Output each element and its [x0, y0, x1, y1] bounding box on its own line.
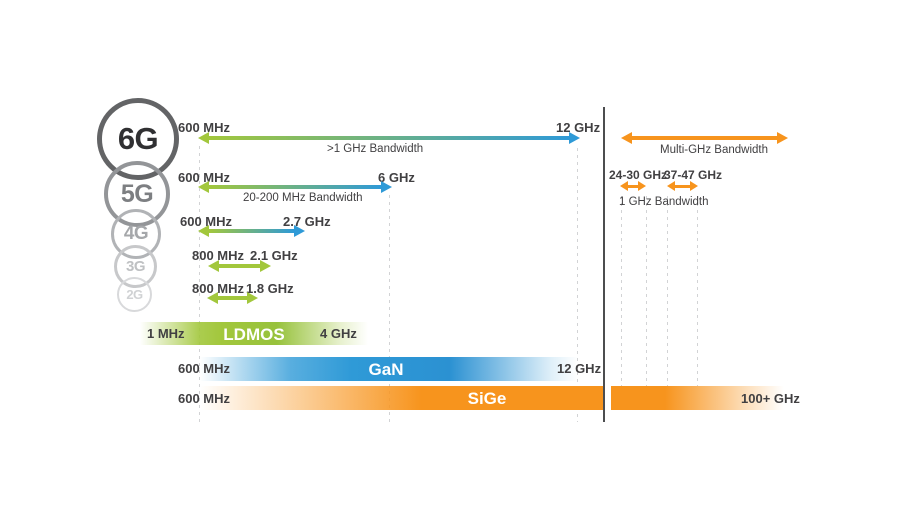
multi-ghz-bandwidth-arrow [621, 132, 788, 144]
circle-5g-label: 5G [120, 179, 154, 208]
gridline-37ghz [667, 196, 668, 386]
ldmos-bar [140, 322, 368, 345]
6g-range-arrow [198, 132, 580, 144]
gan-bar-label: GaN [368, 360, 404, 379]
5g-start-label: 600 MHz [178, 170, 231, 185]
4g-range-arrow [198, 225, 305, 237]
sige-bar-sub-mmwave [200, 386, 603, 410]
gridline-47ghz [697, 196, 698, 386]
circle-3g-label: 3G [125, 258, 146, 275]
arrow-shaft [218, 296, 247, 300]
sige-bar-label: SiGe [467, 389, 507, 408]
6g-start-label: 600 MHz [178, 120, 231, 135]
circle-2g: 2G [117, 277, 152, 312]
4g-start-label: 600 MHz [180, 214, 233, 229]
band-24-30-label: 24-30 GHz [609, 168, 668, 182]
one-ghz-bandwidth-caption: 1 GHz Bandwidth [619, 196, 709, 208]
ldmos-bar-label: LDMOS [223, 325, 285, 344]
2g-start-label: 800 MHz [192, 281, 245, 296]
arrow-left-head-icon [208, 260, 219, 272]
arrow-left-head-icon [207, 292, 218, 304]
sige-end-label: 100+ GHz [741, 391, 800, 406]
circle-4g-label: 4G [123, 223, 149, 244]
gridline-12ghz [577, 148, 578, 422]
arrow-right-head-icon [638, 181, 646, 191]
arrow-left-head-icon [667, 181, 675, 191]
multi-ghz-bandwidth-caption: Multi-GHz Bandwidth [660, 144, 769, 156]
arrow-shaft [632, 136, 777, 140]
ldmos-end-label: 4 GHz [320, 326, 357, 341]
arrow-shaft [209, 185, 381, 189]
2g-range-arrow [207, 292, 258, 304]
gan-bar [200, 357, 578, 381]
3g-start-label: 800 MHz [192, 248, 245, 263]
3g-range-arrow [208, 260, 271, 272]
arrow-shaft [219, 264, 260, 268]
gan-end-label: 12 GHz [557, 361, 602, 376]
arrow-left-head-icon [198, 181, 209, 193]
arrow-right-head-icon [690, 181, 698, 191]
ldmos-start-label: 1 MHz [147, 326, 185, 341]
mmwave-divider-line [603, 107, 605, 422]
band-37-47-label: 37-47 GHz [664, 168, 723, 182]
arrow-right-head-icon [381, 181, 392, 193]
6g-bandwidth-caption: >1 GHz Bandwidth [327, 143, 424, 155]
3g-end-label: 2.1 GHz [250, 248, 298, 263]
arrow-right-head-icon [247, 292, 258, 304]
gridline-6ghz [389, 195, 390, 422]
6g-end-label: 12 GHz [556, 120, 601, 135]
sige-start-label: 600 MHz [178, 391, 231, 406]
5g-bandwidth-caption: 20-200 MHz Bandwidth [243, 192, 363, 204]
arrow-left-head-icon [621, 132, 632, 144]
arrow-left-head-icon [620, 181, 628, 191]
sige-bar-mmwave [611, 386, 791, 410]
5g-range-arrow [198, 181, 392, 193]
band-37-47-arrow [667, 181, 698, 191]
arrow-shaft [209, 136, 569, 140]
arrow-shaft [675, 184, 690, 188]
band-24-30-arrow [620, 181, 646, 191]
gan-start-label: 600 MHz [178, 361, 231, 376]
arrow-right-head-icon [294, 225, 305, 237]
arrow-right-head-icon [569, 132, 580, 144]
gridline-30ghz [646, 196, 647, 386]
arrow-left-head-icon [198, 225, 209, 237]
arrow-right-head-icon [777, 132, 788, 144]
gridline-600mhz [199, 146, 200, 422]
circle-6g-label: 6G [117, 121, 159, 156]
circle-2g-label: 2G [126, 287, 143, 302]
arrow-shaft [209, 229, 294, 233]
arrow-right-head-icon [260, 260, 271, 272]
gridline-24ghz [621, 196, 622, 386]
arrow-shaft [628, 184, 638, 188]
arrow-left-head-icon [198, 132, 209, 144]
